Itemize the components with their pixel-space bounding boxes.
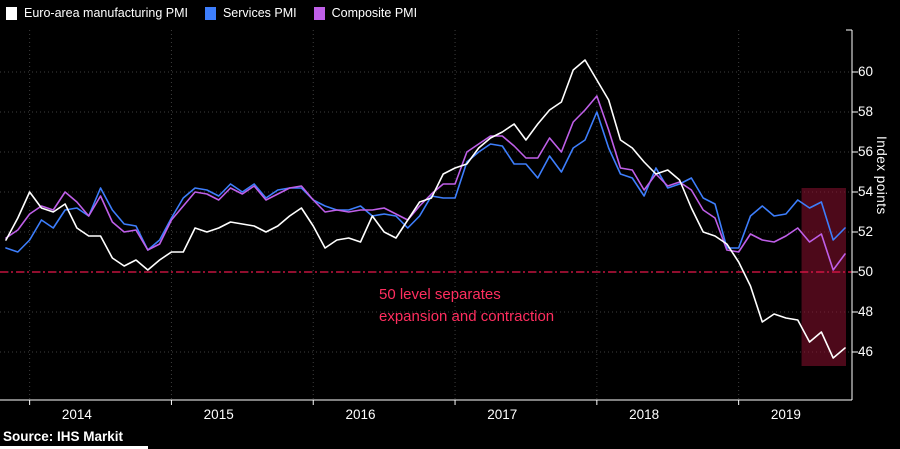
x-year-label: 2017	[487, 407, 518, 422]
y-tick-label: 60	[858, 64, 874, 79]
x-year-label: 2014	[61, 407, 92, 422]
x-year-label: 2016	[345, 407, 376, 422]
threshold-annotation: 50 level separates expansion and contrac…	[379, 284, 554, 328]
legend: Euro-area manufacturing PMI Services PMI…	[6, 6, 417, 20]
annotation-line1: 50 level separates	[379, 286, 501, 303]
y-tick-label: 50	[858, 264, 874, 279]
source-credit: Source: IHS Markit	[3, 429, 124, 444]
y-tick-label: 46	[858, 344, 874, 359]
y-tick-label: 48	[858, 304, 874, 319]
manufacturing-swatch-icon	[6, 6, 17, 20]
legend-item-services: Services PMI	[204, 6, 297, 20]
x-year-label: 2019	[770, 407, 801, 422]
legend-item-composite: Composite PMI	[313, 6, 418, 20]
annotation-line2: expansion and contraction	[379, 308, 555, 325]
y-tick-label: 54	[858, 184, 874, 199]
services-swatch-icon	[204, 6, 216, 20]
x-year-label: 2015	[203, 407, 234, 422]
x-year-label: 2018	[629, 407, 660, 422]
y-tick-label: 58	[858, 104, 874, 119]
y-tick-label: 56	[858, 144, 874, 159]
legend-label-services: Services PMI	[222, 6, 297, 20]
y-axis-title: Index points	[874, 136, 889, 215]
bottom-edge-bar	[0, 446, 148, 449]
legend-label-composite: Composite PMI	[331, 6, 418, 20]
legend-label-manufacturing: Euro-area manufacturing PMI	[24, 6, 188, 20]
composite-swatch-icon	[313, 6, 325, 20]
legend-item-manufacturing: Euro-area manufacturing PMI	[6, 6, 188, 20]
y-tick-label: 52	[858, 224, 874, 239]
